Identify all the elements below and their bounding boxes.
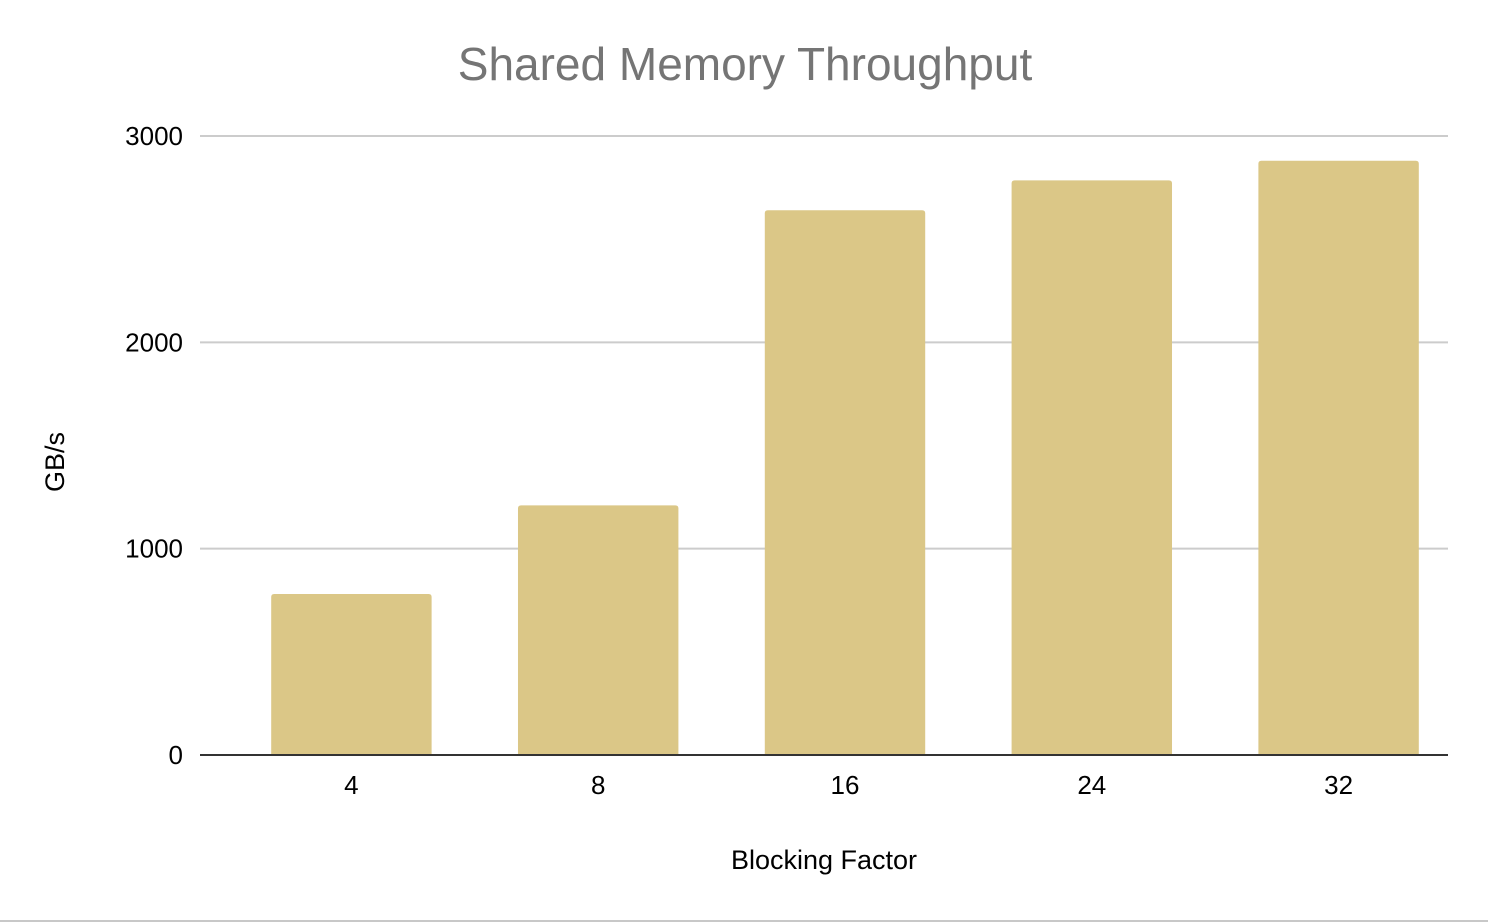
chart-title: Shared Memory Throughput — [458, 38, 1033, 90]
x-tick-label: 4 — [344, 770, 358, 800]
y-axis-label: GB/s — [40, 432, 70, 492]
x-axis-label: Blocking Factor — [731, 845, 917, 875]
bar-32 — [1258, 160, 1419, 755]
y-tick-label: 3000 — [125, 121, 183, 151]
bar-16 — [764, 210, 926, 755]
y-tick-label: 1000 — [125, 534, 183, 564]
axes: 0 1000 2000 3000 4 8 16 24 32 — [125, 121, 1448, 800]
y-tick-label: 2000 — [125, 327, 183, 357]
x-tick-label: 32 — [1324, 770, 1353, 800]
bar-24 — [1011, 180, 1173, 755]
y-tick-label: 0 — [169, 740, 183, 770]
bar-8 — [517, 505, 679, 755]
x-tick-label: 16 — [831, 770, 860, 800]
bars — [271, 160, 1419, 755]
x-tick-label: 8 — [591, 770, 605, 800]
bar-4 — [271, 594, 432, 755]
x-tick-label: 24 — [1077, 770, 1106, 800]
bottom-border — [0, 920, 1488, 922]
